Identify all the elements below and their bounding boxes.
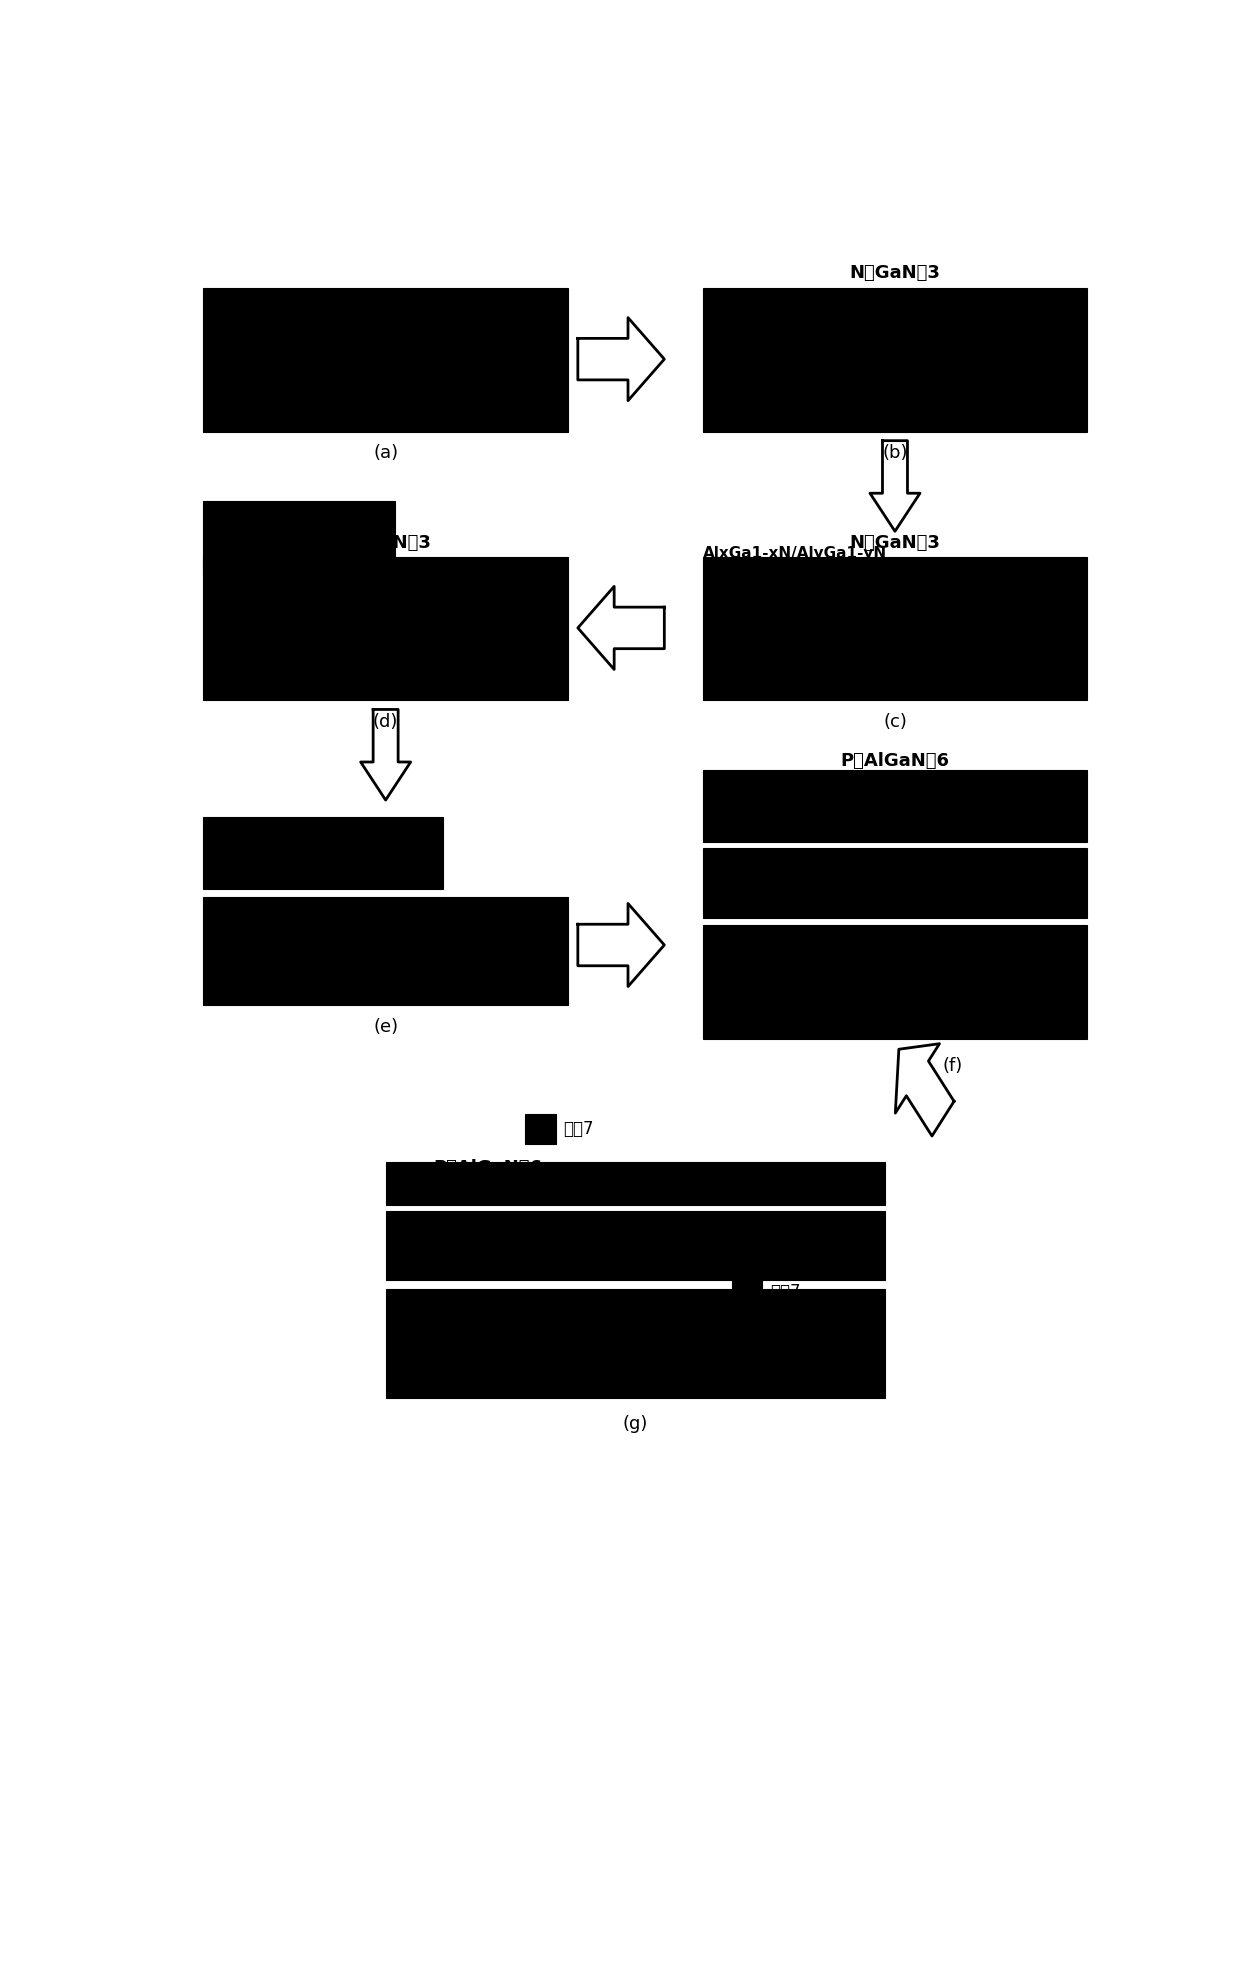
Text: N型GaN层3: N型GaN层3 bbox=[340, 935, 432, 953]
Bar bbox=[203, 816, 444, 888]
Bar bbox=[703, 557, 1087, 700]
Text: 多量子阱阸41: 多量子阱阸41 bbox=[386, 1316, 453, 1332]
Text: (e): (e) bbox=[373, 1018, 398, 1035]
Text: N型GaN层3: N型GaN层3 bbox=[340, 533, 432, 553]
Bar bbox=[703, 288, 1087, 431]
Text: (f): (f) bbox=[942, 1057, 962, 1075]
Text: (b): (b) bbox=[882, 443, 908, 461]
Bar bbox=[203, 896, 568, 1006]
Bar bbox=[203, 288, 568, 431]
Bar bbox=[703, 849, 1087, 918]
Text: AlxGa1-xN/AlyGa1-yN: AlxGa1-xN/AlyGa1-yN bbox=[386, 1292, 569, 1308]
Polygon shape bbox=[578, 318, 665, 400]
Text: 多量子阱41: 多量子阱41 bbox=[203, 610, 260, 626]
Bar bbox=[203, 557, 568, 700]
Text: (c): (c) bbox=[883, 712, 906, 731]
Text: (a): (a) bbox=[373, 443, 398, 461]
Text: P型AlGaN层6: P型AlGaN层6 bbox=[841, 751, 950, 771]
Bar bbox=[703, 926, 1087, 1039]
Bar bbox=[703, 771, 1087, 843]
Text: 电来7: 电来7 bbox=[563, 1120, 594, 1137]
Text: (g): (g) bbox=[622, 1414, 649, 1433]
Polygon shape bbox=[578, 904, 665, 986]
Polygon shape bbox=[870, 441, 920, 531]
Text: N型GaN层3: N型GaN层3 bbox=[849, 533, 940, 553]
Polygon shape bbox=[361, 710, 410, 800]
Text: 多量子阱阸41: 多量子阱阸41 bbox=[203, 926, 270, 941]
Polygon shape bbox=[895, 1043, 954, 1135]
Text: AlxGa1-xN/AlyGa1-yN: AlxGa1-xN/AlyGa1-yN bbox=[203, 586, 387, 600]
Text: (d): (d) bbox=[373, 712, 398, 731]
Text: AlxGa1-xN/AlyGa1-yN: AlxGa1-xN/AlyGa1-yN bbox=[203, 902, 387, 916]
Text: N型GaN层3: N型GaN层3 bbox=[849, 975, 940, 992]
Text: 电来7: 电来7 bbox=[770, 1282, 801, 1302]
Bar bbox=[525, 1114, 556, 1145]
Text: AlxGa1-xN/AlyGa1-yN: AlxGa1-xN/AlyGa1-yN bbox=[703, 547, 887, 561]
Polygon shape bbox=[578, 586, 665, 669]
Text: 多量子阱阸41: 多量子阱阸41 bbox=[703, 571, 770, 586]
Text: N型GaN层3: N型GaN层3 bbox=[849, 265, 940, 282]
Text: N型GaN层3: N型GaN层3 bbox=[590, 1335, 681, 1353]
Text: P型AlGaN层6: P型AlGaN层6 bbox=[434, 1159, 543, 1177]
Bar bbox=[386, 1163, 885, 1204]
Bar bbox=[732, 1277, 763, 1308]
Text: AlxGa1-xN/AlyGa1-yN: AlxGa1-xN/AlyGa1-yN bbox=[703, 930, 887, 945]
Bar bbox=[386, 1210, 885, 1281]
Text: 多量子阱阸41: 多量子阱阸41 bbox=[703, 955, 770, 969]
Bar bbox=[386, 1288, 885, 1398]
Bar bbox=[203, 502, 396, 573]
